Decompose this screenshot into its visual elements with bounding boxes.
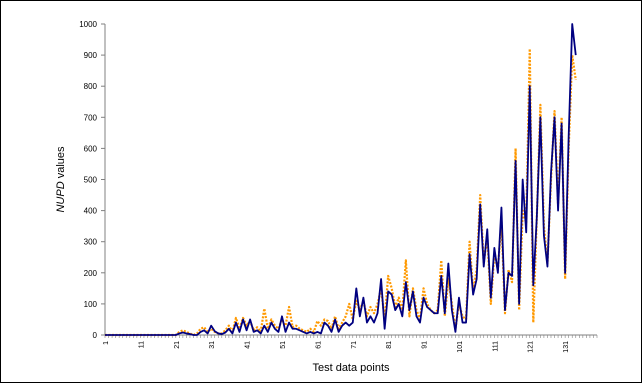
y-tick-label: 100 [84,300,98,309]
y-tick-label: 600 [84,144,98,153]
y-tick-label: 500 [84,176,98,185]
x-tick-label: 131 [563,341,570,353]
y-tick-label: 0 [93,331,98,340]
y-tick-label: 700 [84,113,98,122]
x-axis-label: Test data points [312,362,390,374]
series-line-1 [105,23,577,336]
x-tick-label: 81 [386,341,393,349]
y-tick-label: 400 [84,207,98,216]
x-tick-label: 71 [351,341,358,349]
series-group [105,23,577,337]
x-tick-label: 21 [174,341,181,349]
axis-labels: Test data points NUPD values [55,146,390,374]
y-axis-label-italic: NUPD [55,181,67,212]
y-axis-label: NUPD values [55,146,67,213]
x-tick-label: 1 [103,341,110,345]
x-tick-label: 121 [528,341,535,353]
x-tick-label: 31 [209,341,216,349]
x-tick-label: 101 [457,341,464,353]
y-axis-label-rest: values [55,146,67,181]
x-tick-label: 11 [138,341,145,348]
y-tick-label: 1000 [79,20,97,29]
x-tick-label: 91 [422,341,429,349]
x-tick-label: 51 [280,341,287,349]
x-tick-label: 61 [315,341,322,349]
y-tick-label: 800 [84,82,98,91]
x-tick-label: 41 [245,341,252,349]
y-tick-label: 900 [84,51,98,60]
x-tick-label: 111 [492,341,499,352]
y-tick-label: 300 [84,238,98,247]
y-tick-label: 200 [84,269,98,278]
